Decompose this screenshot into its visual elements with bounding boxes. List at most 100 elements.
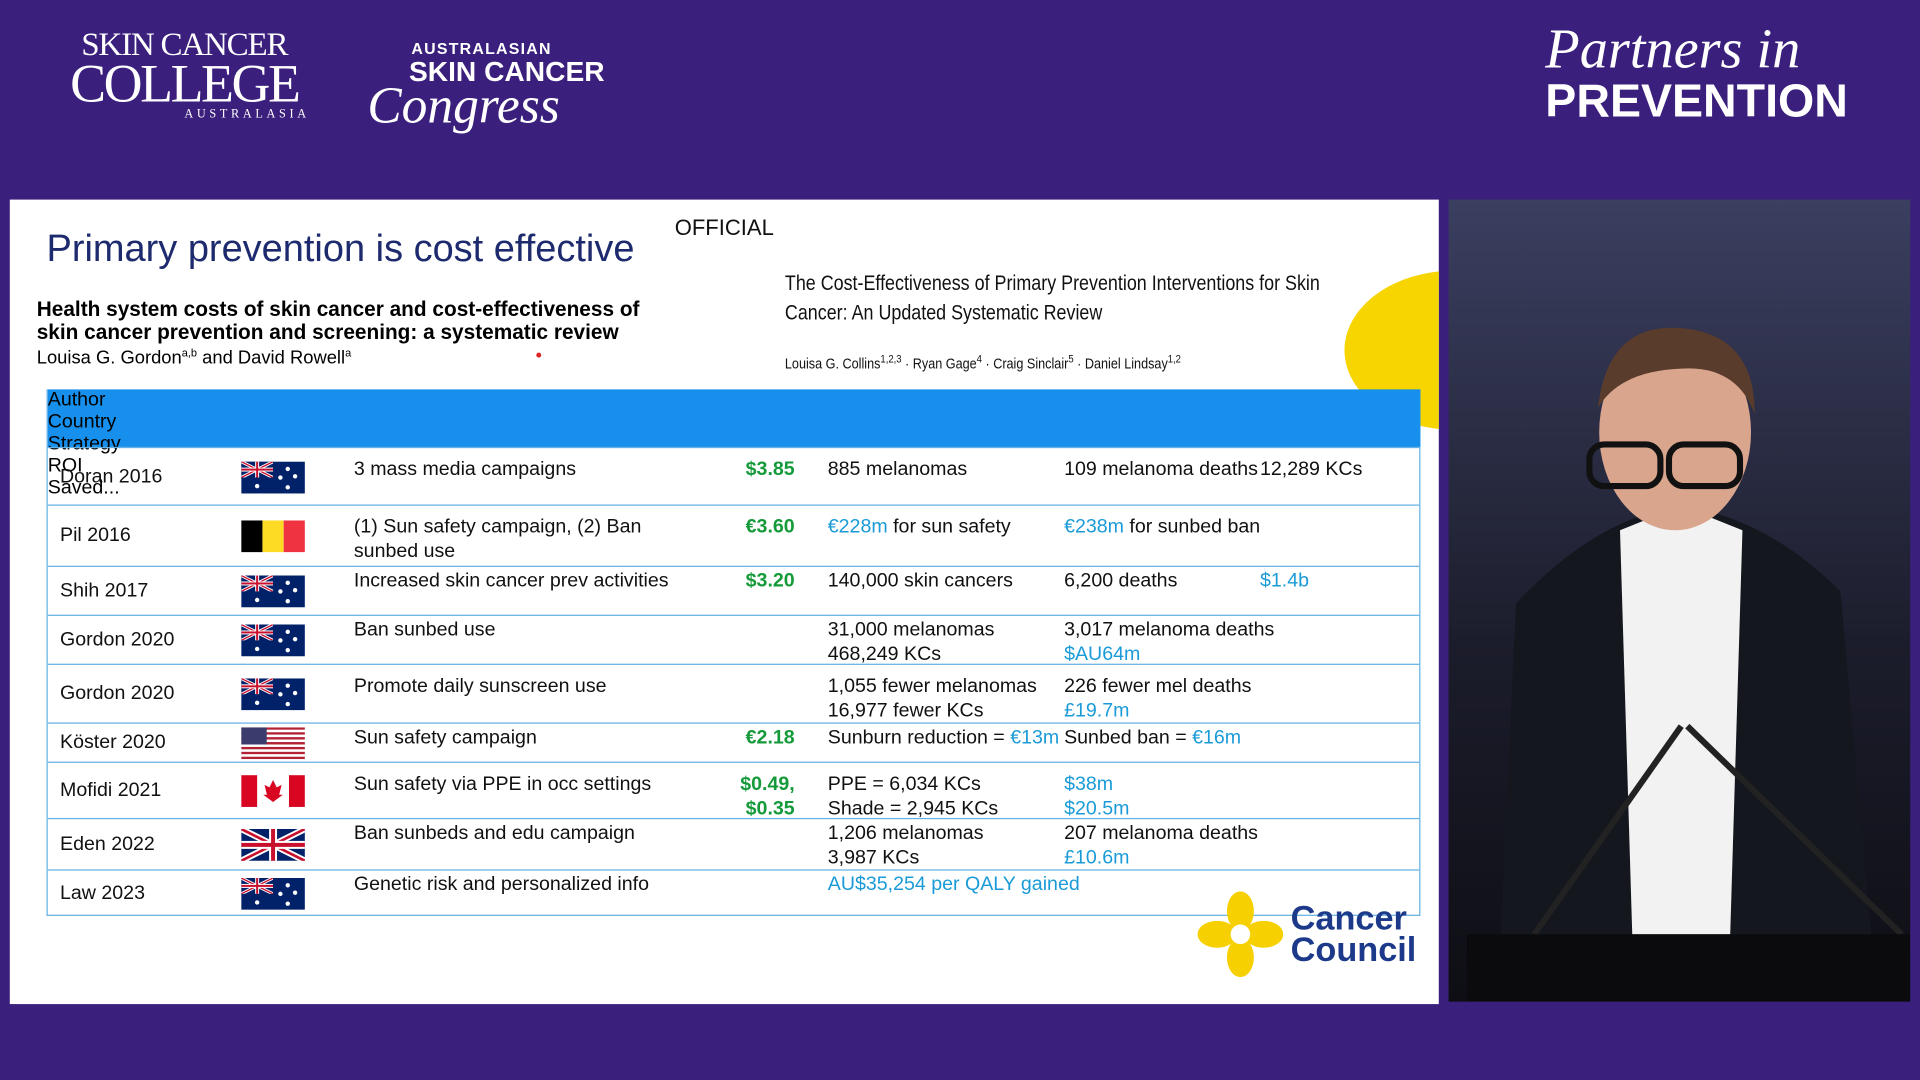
strategy-cell: Increased skin cancer prev activities	[353, 570, 669, 592]
paper1: Health system costs of skin cancer and c…	[37, 298, 640, 345]
paper-title-line: Health system costs of skin cancer and c…	[36, 297, 640, 321]
author-cell: Köster 2020	[60, 732, 166, 754]
author-affiliation: 1,2	[1167, 352, 1181, 365]
flag	[241, 520, 305, 553]
flag	[241, 678, 305, 711]
strategy-cell: Ban sunbeds and edu campaign	[353, 822, 635, 844]
author-cell: Gordon 2020	[60, 629, 175, 651]
flag	[241, 775, 305, 807]
saved-text: 109 melanoma deaths	[1064, 459, 1258, 481]
saved-text: Sunbed ban =	[1064, 727, 1193, 749]
paper-title-line: Cancer: An Updated Systematic Review	[784, 301, 1103, 325]
saved-item: 885 melanomas	[828, 458, 967, 482]
saved-item: Shade = 2,945 KCs	[828, 797, 998, 821]
speaker-video	[1448, 199, 1911, 1002]
saved-item: 207 melanoma deaths	[1064, 822, 1258, 846]
strategy-cell: 3 mass media campaigns	[353, 459, 577, 481]
author-name: · Daniel Lindsay	[1073, 355, 1168, 373]
red-dot	[536, 352, 542, 358]
saved-text: Sunburn reduction =	[827, 727, 1011, 749]
saved-item: £10.6m	[1064, 846, 1129, 870]
saved-text: 226 fewer mel deaths	[1064, 675, 1252, 697]
saved-item: 226 fewer mel deaths	[1064, 675, 1251, 699]
table-row: Pil 2016 (1) Sun safety campaign, (2) Ban…	[47, 504, 1420, 566]
college-logo: SKIN CANCER COLLEGE AUSTRALASIA	[59, 27, 310, 121]
saved-item: 1,206 melanomas	[828, 822, 984, 846]
saved-text: 16,977 fewer KCs	[827, 700, 984, 722]
flag	[241, 727, 305, 760]
country-cell	[241, 575, 305, 614]
logo-line: SKIN CANCER	[408, 55, 605, 87]
table-row: Law 2023 Genetic risk and personalized in…	[47, 869, 1420, 916]
saved-text: PPE = 6,034 KCs	[827, 773, 981, 795]
saved-text: 12,289 KCs	[1260, 459, 1363, 481]
column-header: Author	[47, 389, 106, 411]
country-cell	[241, 775, 305, 813]
saved-item: $AU64m	[1064, 643, 1140, 667]
logo-line: Congress	[367, 78, 560, 135]
saved-amount: €228m	[827, 516, 888, 538]
logo-line: Cancer	[1290, 898, 1407, 937]
table-row: Eden 2022 Ban sunbeds and edu campaign 1,2…	[47, 817, 1420, 871]
saved-text: 1,206 melanomas	[827, 822, 984, 844]
saved-item: 3,017 melanoma deaths	[1064, 618, 1274, 642]
strategy-cell: Sun safety campaign	[353, 727, 537, 749]
country-cell	[241, 727, 305, 765]
flag	[241, 624, 305, 657]
table-row: Shih 2017 Increased skin cancer prev acti…	[47, 565, 1420, 616]
saved-item: PPE = 6,034 KCs	[828, 773, 981, 797]
author-name: Louisa G. Gordon	[36, 347, 182, 369]
saved-text: 140,000 skin cancers	[827, 570, 1013, 592]
author-cell: Doran 2016	[60, 465, 163, 487]
strategy-cell: Promote daily sunscreen use	[353, 675, 607, 697]
author-affiliation: a,b	[181, 346, 198, 359]
speaker	[1466, 327, 1911, 1002]
saved-item: 31,000 melanomas	[828, 618, 995, 642]
author-name: Louisa G. Collins	[784, 355, 881, 373]
column-header: ROI	[47, 455, 83, 477]
roi-cell: $0.49, $0.35	[697, 773, 794, 822]
logo-line: PREVENTION	[1545, 75, 1848, 128]
saved-amount: $38m	[1064, 773, 1114, 795]
slide: Primary prevention is cost effective OFF…	[9, 199, 1439, 1005]
flag	[241, 575, 305, 608]
roi-value: €3.60	[745, 516, 795, 538]
saved-amount: €238m	[1064, 516, 1124, 538]
saved-item: 468,249 KCs	[828, 643, 941, 667]
column-header: Country	[47, 411, 117, 433]
saved-item: 109 melanoma deaths	[1064, 458, 1258, 482]
saved-amount: €13m	[1010, 727, 1060, 749]
author-affiliation: 5	[1068, 352, 1074, 365]
flag	[239, 826, 307, 864]
congress-logo: AUSTRALASIAN SKIN CANCER Congress	[367, 39, 605, 135]
author-affiliation: a	[345, 346, 352, 359]
country-cell	[241, 461, 305, 499]
logo-line: SKIN CANCER	[81, 25, 288, 63]
paper-title-line: The Cost-Effectiveness of Primary Preven…	[784, 271, 1320, 296]
table-row: Gordon 2020 Promote daily sunscreen use 1,…	[47, 663, 1420, 724]
author-name: and David Rowell	[197, 347, 346, 369]
table-row: Mofidi 2021 Sun safety via PPE in occ set…	[47, 761, 1420, 822]
table-row: Doran 2016 3 mass media campaigns $3.85 885…	[47, 446, 1420, 506]
saved-text: 885 melanomas	[827, 459, 968, 481]
saved-item: €228m for sun safety	[828, 516, 1011, 540]
logo-line: Council	[1290, 930, 1417, 969]
saved-text: 6,200 deaths	[1064, 570, 1178, 592]
author-name: · Craig Sinclair	[981, 355, 1069, 373]
saved-text: 3,017 melanoma deaths	[1064, 619, 1275, 641]
table-header: Author Country Strategy ROI Saved...	[47, 389, 1421, 498]
flag	[241, 461, 305, 493]
saved-text: for sun safety	[887, 516, 1011, 538]
roi-cell: $3.85	[697, 458, 795, 482]
saved-item: Sunburn reduction = €13m	[828, 726, 1059, 750]
roi-cell: $3.20	[697, 569, 795, 593]
saved-item: 12,289 KCs	[1260, 458, 1362, 482]
logo-line: AUSTRALASIAN	[411, 39, 552, 58]
saved-amount: £19.7m	[1064, 700, 1130, 722]
author-cell: Law 2023	[60, 882, 145, 904]
saved-item: Sunbed ban = €16m	[1064, 726, 1241, 750]
paper2: The Cost-Effectiveness of Primary Preven…	[785, 269, 1320, 328]
paper1-authors: Louisa G. Gordona,b and David Rowella	[37, 347, 352, 369]
saved-text: 1,055 fewer melanomas	[827, 675, 1037, 697]
